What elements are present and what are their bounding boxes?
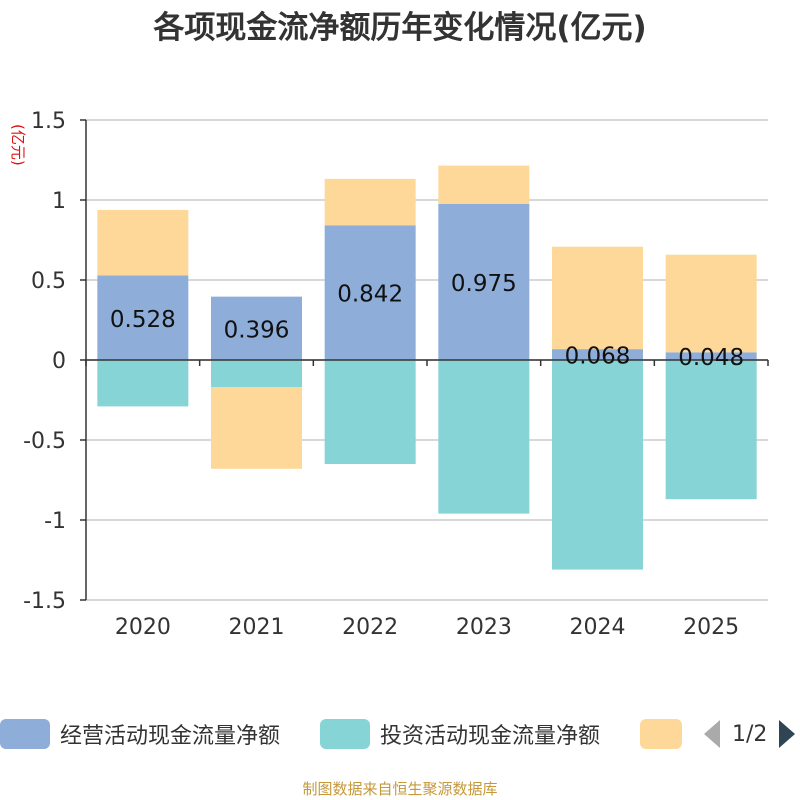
legend-page-indicator: 1/2 — [732, 721, 768, 747]
bar-investing-2022 — [324, 360, 416, 464]
y-tick-label: -1 — [44, 509, 66, 534]
legend-pager: 1/2 — [704, 716, 796, 752]
x-tick-label-2025: 2025 — [683, 615, 739, 640]
x-tick-label-2024: 2024 — [570, 615, 626, 640]
bar-operating-2021 — [211, 296, 302, 360]
x-tick-label-2020: 2020 — [115, 615, 171, 640]
y-tick-label: 1 — [52, 189, 66, 214]
legend: 经营活动现金流量净额 投资活动现金流量净额 1/2 — [0, 716, 800, 754]
y-tick-label: 0 — [52, 349, 66, 374]
legend-item-third[interactable] — [640, 716, 692, 752]
legend-item-investing[interactable]: 投资活动现金流量净额 — [320, 716, 600, 752]
bar-other-2020 — [97, 209, 189, 276]
bars — [97, 165, 757, 570]
legend-label-operating: 经营活动现金流量净额 — [60, 724, 281, 749]
bar-operating-2025 — [665, 352, 757, 360]
y-tick-label: 0.5 — [31, 269, 66, 294]
bar-operating-2020 — [97, 275, 189, 360]
bar-operating-2023 — [438, 204, 530, 360]
data-label-2025: 0.048 — [678, 345, 744, 371]
bar-other-2021 — [211, 387, 302, 469]
y-tick-label: -1.5 — [23, 589, 66, 614]
x-tick-label-2023: 2023 — [456, 615, 512, 640]
bar-investing-2025 — [665, 360, 757, 500]
y-tick-label: -0.5 — [23, 429, 66, 454]
data-label-2020: 0.528 — [110, 307, 176, 333]
axes: 1.5 1 0.5 0 -0.5 -1 -1.5 2020 2021 2022 2023 2024 20… — [23, 109, 769, 640]
data-labels: 0.528 0.396 0.842 0.975 0.068 0.048 — [110, 271, 744, 371]
bar-other-2024 — [552, 246, 643, 350]
x-tick-label-2022: 2022 — [342, 615, 398, 640]
legend-prev-page-icon[interactable] — [704, 720, 720, 748]
data-label-2021: 0.396 — [224, 317, 290, 343]
bar-other-2022 — [324, 178, 416, 226]
bar-other-2023 — [438, 165, 530, 204]
bar-investing-2021 — [211, 360, 302, 388]
legend-label-investing: 投资活动现金流量净额 — [380, 724, 601, 749]
bar-investing-2023 — [438, 360, 530, 514]
x-tick-label-2021: 2021 — [229, 615, 285, 640]
chart-plot: 1.5 1 0.5 0 -0.5 -1 -1.5 2020 2021 2022 2023 2024 20… — [23, 109, 769, 640]
legend-next-page-icon[interactable] — [779, 720, 796, 748]
bar-operating-2022 — [324, 225, 416, 360]
legend-swatch-third — [640, 719, 682, 749]
data-label-2024: 0.068 — [565, 344, 631, 370]
bar-investing-2020 — [97, 360, 189, 407]
data-label-2023: 0.975 — [451, 271, 517, 297]
source-note: 制图数据来自恒生聚源数据库 — [302, 780, 498, 798]
data-label-2022: 0.842 — [337, 282, 403, 308]
y-tick-label: 1.5 — [31, 109, 66, 134]
bar-investing-2024 — [552, 360, 643, 570]
bar-operating-2024 — [552, 349, 643, 360]
legend-item-operating[interactable]: 经营活动现金流量净额 — [0, 716, 280, 752]
chart-title: 各项现金流净额历年变化情况(亿元) — [153, 10, 647, 46]
legend-swatch-investing — [320, 719, 370, 749]
bar-other-2025 — [665, 254, 757, 353]
legend-swatch-operating — [0, 719, 50, 749]
